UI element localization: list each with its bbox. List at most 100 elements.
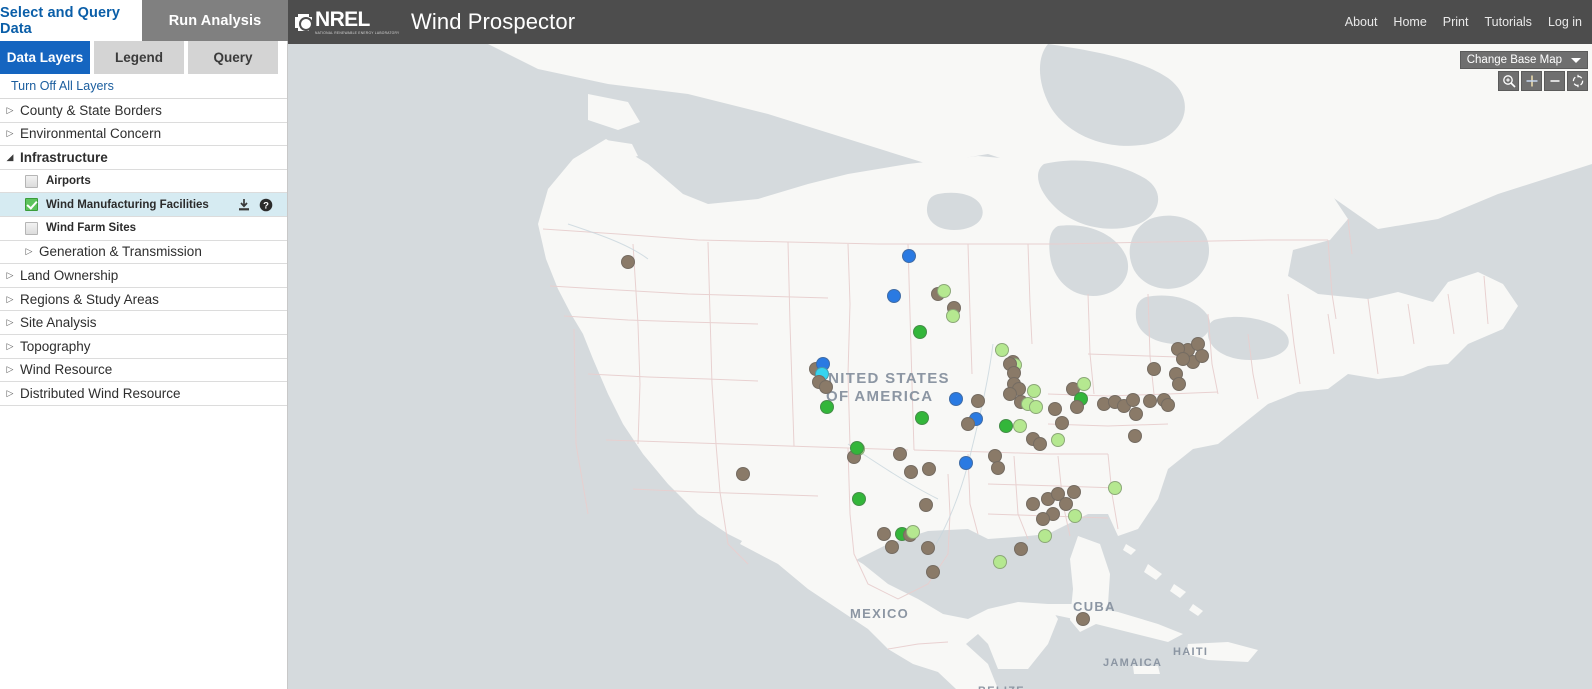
chevron-right-icon[interactable]: ▷	[6, 293, 14, 304]
tab-data-layers[interactable]: Data Layers	[0, 41, 90, 74]
facility-point-light_green[interactable]	[937, 284, 951, 298]
download-icon[interactable]	[237, 198, 251, 212]
facility-point-brown[interactable]	[1067, 485, 1081, 499]
facility-point-green[interactable]	[915, 411, 929, 425]
facility-point-light_green[interactable]	[1108, 481, 1122, 495]
facility-point-brown[interactable]	[1076, 612, 1090, 626]
map-canvas[interactable]: UNITED STATES OF AMERICA MEXICO CUBA JAMAICA…	[288, 44, 1592, 689]
facility-point-light_green[interactable]	[946, 309, 960, 323]
facility-point-green[interactable]	[820, 400, 834, 414]
tab-query[interactable]: Query	[188, 41, 278, 74]
layer-item-wind-farm-sites[interactable]: Wind Farm Sites	[0, 216, 287, 241]
facility-point-brown[interactable]	[1195, 349, 1209, 363]
facility-point-light_green[interactable]	[1077, 377, 1091, 391]
facility-point-brown[interactable]	[893, 447, 907, 461]
facility-point-brown[interactable]	[621, 255, 635, 269]
chevron-right-icon[interactable]: ▷	[6, 104, 14, 115]
facility-point-blue[interactable]	[959, 456, 973, 470]
facility-point-brown[interactable]	[926, 565, 940, 579]
facility-point-light_green[interactable]	[1068, 509, 1082, 523]
checkbox-airports[interactable]	[25, 174, 38, 188]
facility-point-light_green[interactable]	[995, 343, 1009, 357]
facility-point-green[interactable]	[999, 419, 1013, 433]
chevron-right-icon[interactable]: ▷	[6, 128, 14, 139]
chevron-down-icon[interactable]: ◢	[6, 151, 14, 162]
checkbox-wind-manufacturing-facilities[interactable]	[25, 198, 38, 212]
chevron-right-icon[interactable]: ▷	[6, 364, 14, 375]
facility-point-brown[interactable]	[1143, 394, 1157, 408]
layer-group-infrastructure[interactable]: ◢ Infrastructure	[0, 146, 287, 170]
nav-link-about[interactable]: About	[1344, 15, 1378, 29]
facility-point-brown[interactable]	[921, 541, 935, 555]
locate-icon[interactable]	[1567, 71, 1588, 91]
facility-point-light_green[interactable]	[1029, 400, 1043, 414]
facility-point-blue[interactable]	[887, 289, 901, 303]
layer-item-airports[interactable]: Airports	[0, 169, 287, 194]
facility-point-blue[interactable]	[949, 392, 963, 406]
facility-point-brown[interactable]	[1128, 429, 1142, 443]
change-base-map-button[interactable]: Change Base Map	[1459, 51, 1588, 69]
zoom-out-icon[interactable]	[1544, 71, 1565, 91]
facility-point-brown[interactable]	[991, 461, 1005, 475]
facility-point-brown[interactable]	[1059, 497, 1073, 511]
facility-point-brown[interactable]	[971, 394, 985, 408]
layer-group-environmental-concern[interactable]: ▷ Environmental Concern	[0, 122, 287, 147]
facility-point-green[interactable]	[852, 492, 866, 506]
layer-group-regions-study-areas[interactable]: ▷ Regions & Study Areas	[0, 287, 287, 312]
layer-group-county-state-borders[interactable]: ▷ County & State Borders	[0, 99, 287, 123]
nav-link-print[interactable]: Print	[1442, 15, 1469, 29]
facility-point-brown[interactable]	[1126, 393, 1140, 407]
facility-point-brown[interactable]	[819, 380, 833, 394]
facility-point-brown[interactable]	[961, 417, 975, 431]
zoom-to-extent-search-icon[interactable]	[1498, 71, 1519, 91]
nrel-logo-icon[interactable]: NREL NATIONAL RENEWABLE ENERGY LABORATOR…	[295, 8, 399, 36]
facility-point-light_green[interactable]	[993, 555, 1007, 569]
layer-group-site-analysis[interactable]: ▷ Site Analysis	[0, 311, 287, 335]
facility-point-brown[interactable]	[1172, 377, 1186, 391]
layer-group-topography[interactable]: ▷ Topography	[0, 334, 287, 359]
nav-link-tutorials[interactable]: Tutorials	[1484, 15, 1532, 29]
chevron-right-icon[interactable]: ▷	[6, 387, 14, 398]
chevron-right-icon[interactable]: ▷	[25, 246, 33, 257]
facility-point-blue[interactable]	[902, 249, 916, 263]
facility-point-brown[interactable]	[1055, 416, 1069, 430]
help-icon[interactable]: ?	[259, 198, 273, 212]
facility-point-brown[interactable]	[1014, 542, 1028, 556]
zoom-in-icon[interactable]	[1521, 71, 1542, 91]
facility-point-light_green[interactable]	[906, 525, 920, 539]
facility-point-brown[interactable]	[1176, 352, 1190, 366]
facility-point-brown[interactable]	[1036, 512, 1050, 526]
facility-point-brown[interactable]	[904, 465, 918, 479]
facility-point-green[interactable]	[850, 441, 864, 455]
layer-group-distributed-wind-resource[interactable]: ▷ Distributed Wind Resource	[0, 382, 287, 406]
facility-point-brown[interactable]	[877, 527, 891, 541]
facility-point-brown[interactable]	[1161, 398, 1175, 412]
facility-point-brown[interactable]	[1147, 362, 1161, 376]
facility-point-light_green[interactable]	[1027, 384, 1041, 398]
tab-select-and-query-data[interactable]: Select and Query Data	[0, 0, 142, 41]
chevron-right-icon[interactable]: ▷	[6, 317, 14, 328]
facility-point-brown[interactable]	[1048, 402, 1062, 416]
chevron-right-icon[interactable]: ▷	[6, 340, 14, 351]
layer-group-land-ownership[interactable]: ▷ Land Ownership	[0, 264, 287, 288]
tab-legend[interactable]: Legend	[94, 41, 184, 74]
facility-point-brown[interactable]	[1033, 437, 1047, 451]
nav-link-home[interactable]: Home	[1393, 15, 1427, 29]
facility-point-brown[interactable]	[919, 498, 933, 512]
facility-point-light_green[interactable]	[1013, 419, 1027, 433]
chevron-right-icon[interactable]: ▷	[6, 269, 14, 280]
facility-point-light_green[interactable]	[1051, 433, 1065, 447]
tab-run-analysis[interactable]: Run Analysis	[142, 0, 288, 41]
checkbox-wind-farm-sites[interactable]	[25, 221, 38, 235]
facility-point-brown[interactable]	[736, 467, 750, 481]
nav-link-login[interactable]: Log in	[1547, 15, 1582, 29]
layer-item-wind-manufacturing-facilities[interactable]: Wind Manufacturing Facilities?	[0, 193, 287, 217]
facility-point-green[interactable]	[913, 325, 927, 339]
facility-point-brown[interactable]	[1003, 387, 1017, 401]
facility-point-brown[interactable]	[885, 540, 899, 554]
layer-group-generation-transmission[interactable]: ▷ Generation & Transmission	[0, 240, 287, 265]
facility-point-brown[interactable]	[922, 462, 936, 476]
facility-point-brown[interactable]	[1026, 497, 1040, 511]
turn-off-all-layers-link[interactable]: Turn Off All Layers	[11, 79, 114, 93]
facility-point-brown[interactable]	[1070, 400, 1084, 414]
